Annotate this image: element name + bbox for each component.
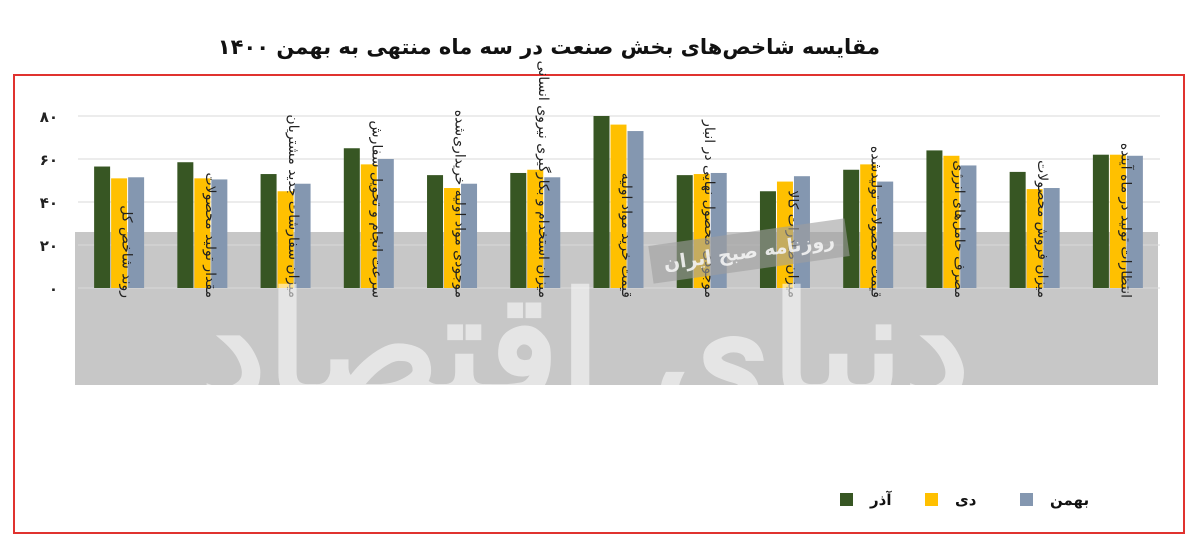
x-tick-label: میزان فروش محصولات xyxy=(1034,160,1050,298)
bar xyxy=(260,174,277,288)
y-axis: ۰ ۲۰ ۴۰ ۶۰ ۸۰ xyxy=(40,108,58,298)
bar xyxy=(461,183,478,288)
chart-frame xyxy=(13,74,1185,534)
x-tick-label: سرعت انجام و تحویل سفارش xyxy=(368,121,384,298)
bar xyxy=(211,179,228,288)
bar xyxy=(527,169,544,288)
bar xyxy=(610,124,627,288)
bar xyxy=(960,165,977,288)
bar xyxy=(1026,189,1043,288)
x-tick-label: قیمت خرید مواد اولیه xyxy=(618,173,634,298)
watermark-logo-text: دنیای اقتصاد xyxy=(200,260,970,436)
bar xyxy=(843,169,860,288)
bar xyxy=(544,177,561,288)
bar xyxy=(427,175,444,288)
bar xyxy=(194,178,211,288)
bar xyxy=(360,164,377,288)
y-tick-label: ۲۰ xyxy=(40,237,58,255)
y-tick-label: ۸۰ xyxy=(40,108,58,126)
legend-swatch xyxy=(1020,493,1033,506)
bar xyxy=(593,116,610,288)
bar xyxy=(128,177,145,288)
legend-label: آذر xyxy=(869,491,892,509)
legend-swatch xyxy=(925,493,938,506)
x-tick-label: مقدار تولید محصولات xyxy=(202,172,218,298)
bar xyxy=(510,172,527,288)
bar xyxy=(444,188,461,288)
watermark-label-box xyxy=(648,218,850,284)
bar xyxy=(277,191,294,288)
legend-label: بهمن xyxy=(1050,491,1089,509)
bar xyxy=(111,178,128,288)
y-tick-label: ۶۰ xyxy=(40,151,58,169)
bar xyxy=(627,131,644,288)
bar xyxy=(1043,188,1060,288)
bar xyxy=(377,159,394,288)
bar xyxy=(860,164,877,288)
x-tick-label: میزان سفارشات جدید مشتریان xyxy=(285,114,301,298)
bar xyxy=(1092,154,1109,288)
legend-swatch xyxy=(840,493,853,506)
bar xyxy=(877,181,894,288)
bar xyxy=(926,150,943,288)
bar xyxy=(177,162,194,288)
x-tick-label: موجودی مواد اولیه خریداری‌شده xyxy=(452,110,468,298)
bar xyxy=(1109,154,1126,288)
y-tick-label: ۰ xyxy=(49,280,58,298)
y-tick-label: ۴۰ xyxy=(40,194,58,212)
legend: آذر دی بهمن xyxy=(840,491,1089,509)
x-tick-label: مصرف حامل‌های انرژی xyxy=(951,160,967,298)
legend-label: دی xyxy=(955,491,977,509)
bar xyxy=(343,148,360,288)
bar xyxy=(943,155,960,288)
x-tick-label: روند شاخص کل xyxy=(119,205,135,298)
bar xyxy=(294,183,311,288)
x-tick-label: قیمت محصولات تولیدشده xyxy=(868,146,884,298)
bar xyxy=(1009,171,1026,288)
chart-title: مقایسه شاخص‌های بخش صنعت در سه ماه منتهی… xyxy=(217,35,880,59)
bar xyxy=(94,166,111,288)
x-tick-label: انتظارات تولید در ماه آینده xyxy=(1117,143,1134,298)
bar xyxy=(1126,155,1143,288)
x-tick-label: میزان استخدام و بکارگیری نیروی انسانی xyxy=(535,61,552,298)
